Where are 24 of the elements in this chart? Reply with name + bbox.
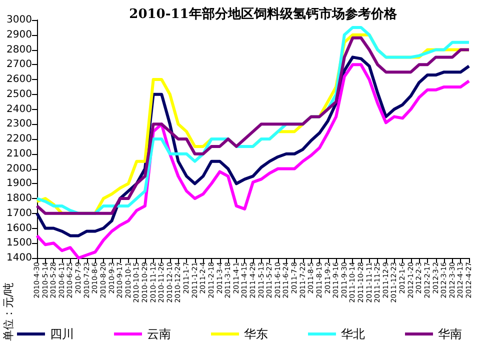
y-tick-label: 2800 bbox=[6, 44, 32, 56]
chart-title: 2010-11年部分地区饲料级氢钙市场参考价格 bbox=[129, 6, 398, 22]
y-tick-label: 1800 bbox=[6, 193, 32, 204]
y-tick-label: 1600 bbox=[6, 222, 32, 234]
y-axis-title: 单位：元/吨 bbox=[2, 282, 15, 341]
y-tick-label: 1700 bbox=[6, 208, 32, 219]
legend-label: 华北 bbox=[341, 327, 365, 341]
y-tick-label: 2600 bbox=[6, 74, 32, 85]
y-tick-label: 3000 bbox=[6, 14, 32, 26]
legend-label: 华东 bbox=[244, 327, 268, 341]
y-tick-label: 2100 bbox=[6, 148, 32, 160]
y-tick-label: 2900 bbox=[6, 29, 32, 40]
y-tick-label: 1400 bbox=[6, 252, 32, 264]
legend-label: 四川 bbox=[50, 327, 74, 341]
y-tick-label: 2000 bbox=[6, 163, 32, 174]
legend-label: 华南 bbox=[438, 327, 462, 341]
y-tick-label: 2700 bbox=[6, 59, 32, 70]
y-tick-label: 2300 bbox=[6, 118, 32, 130]
y-tick-label: 2400 bbox=[6, 104, 32, 115]
y-tick-label: 1500 bbox=[6, 238, 32, 249]
legend-label: 云南 bbox=[147, 327, 171, 341]
y-tick-label: 1900 bbox=[6, 178, 32, 190]
y-tick-label: 2200 bbox=[6, 134, 32, 144]
y-tick-label: 2500 bbox=[6, 88, 32, 100]
